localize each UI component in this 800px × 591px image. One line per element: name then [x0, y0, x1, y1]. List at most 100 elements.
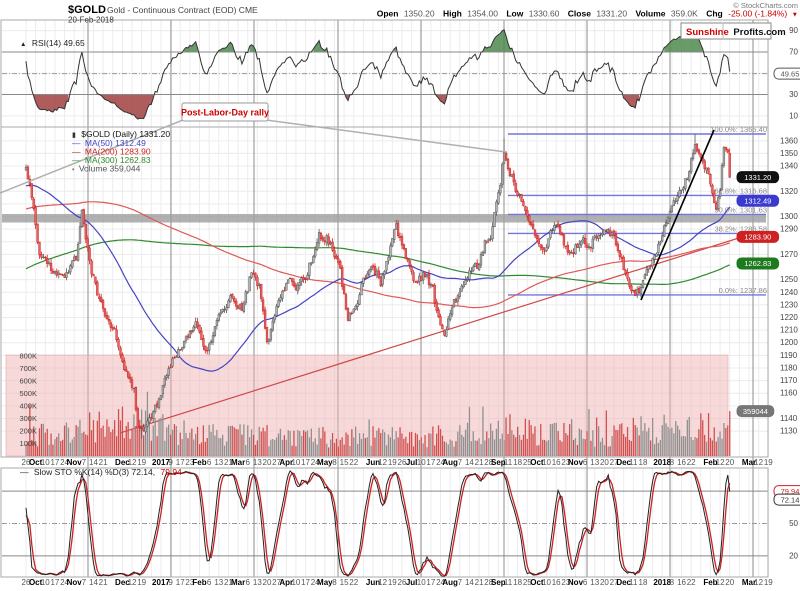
candle-body — [425, 274, 429, 277]
volume-bar — [341, 437, 343, 456]
volume-bar — [166, 427, 168, 456]
main-legend-title-text: $GOLD (Daily) 1331.20 — [81, 129, 170, 139]
candle-body — [599, 234, 602, 236]
volume-bar — [675, 421, 677, 456]
volume-bar — [98, 411, 100, 456]
date-axis-day-label: 24 — [60, 458, 69, 467]
price-axis-label: 1170 — [780, 376, 798, 385]
volume-bar — [108, 426, 110, 456]
candle-body — [246, 291, 249, 293]
date-axis-month-label: Jun — [366, 458, 380, 467]
volume-bar — [621, 423, 623, 456]
candle-body — [464, 280, 467, 285]
candle-body — [142, 426, 145, 431]
candle-body — [46, 257, 49, 264]
volume-bar — [170, 434, 172, 456]
date-axis-day-label: 25 — [523, 458, 532, 467]
volume-bar — [312, 441, 314, 456]
candle-body — [680, 189, 683, 191]
volume-bar — [663, 414, 665, 456]
volume-bar — [441, 435, 444, 456]
candle-body — [186, 335, 190, 338]
date-axis-day-label: 20 — [263, 458, 272, 467]
candle-body — [443, 329, 446, 336]
rsi-value-bubble-text: 49.65 — [781, 69, 800, 78]
candle-body — [697, 149, 701, 154]
date-axis-month-label: 2018 — [653, 458, 671, 467]
volume-bar — [90, 430, 93, 456]
candle-body — [238, 303, 242, 309]
fibonacci-level-label: 100.0%: 1365.40 — [710, 125, 767, 134]
candle-body — [69, 265, 72, 273]
date-axis-day-label: 11 — [629, 458, 638, 467]
candle-body — [315, 242, 319, 250]
date-axis-day-label: 10 — [542, 458, 551, 467]
candle-body — [705, 167, 708, 171]
volume-bar — [563, 423, 565, 456]
ma50-legend-text: MA(50) 1312.49 — [85, 138, 146, 148]
candle-body — [240, 303, 244, 311]
volume-bar — [547, 440, 550, 456]
date-axis-day-label: 21 — [224, 578, 233, 587]
candle-body — [364, 277, 367, 279]
volume-bar — [428, 433, 430, 456]
candle-body — [171, 358, 174, 367]
candle-body — [624, 269, 627, 274]
volume-bar — [364, 438, 366, 456]
date-axis-day-label: 11 — [504, 578, 513, 587]
volume-bar — [511, 430, 513, 456]
date-axis-day-label: 17 — [50, 578, 59, 587]
date-axis-day-label: 12 — [754, 458, 763, 467]
high-label: High — [443, 9, 462, 19]
candle-body — [154, 404, 157, 412]
volume-bar — [71, 439, 73, 456]
date-axis-day-label: 9 — [168, 578, 173, 587]
volume-bar — [279, 428, 282, 456]
volume-bar — [447, 444, 449, 456]
volume-bar — [320, 438, 322, 456]
volume-bar — [96, 420, 98, 456]
date-axis-day-label: 6 — [207, 458, 212, 467]
volume-bar — [704, 434, 706, 456]
candle-body — [682, 187, 685, 190]
volume-bar — [85, 434, 87, 456]
volume-bar — [110, 432, 112, 456]
volume-bar — [571, 419, 573, 456]
candle-body — [277, 300, 280, 307]
volume-bar — [574, 438, 577, 456]
volume-bar — [77, 426, 79, 456]
date-axis-day-label: 20 — [725, 458, 734, 467]
volume-bar — [73, 437, 75, 456]
rsi-axis-label: 90 — [789, 26, 798, 35]
volume-bar — [478, 438, 480, 456]
candle-body — [155, 403, 159, 407]
date-axis-day-label: 20 — [263, 578, 272, 587]
panel-border — [0, 126, 769, 458]
date-axis-day-label: 26 — [22, 578, 31, 587]
volume-bar — [293, 430, 295, 456]
candle-body — [296, 284, 299, 292]
volume-bar — [586, 431, 588, 456]
date-axis-day-label: 10 — [41, 458, 50, 467]
volume-bar — [507, 434, 509, 456]
volume-bar — [503, 439, 505, 456]
volume-bar — [528, 419, 530, 456]
candle-body — [344, 294, 348, 310]
date-axis-day-label: 23 — [185, 458, 194, 467]
volume-bar — [277, 433, 280, 456]
copyright: © StockCharts.com — [733, 1, 798, 10]
price-axis-label: 1140 — [780, 414, 798, 423]
volume-bar — [372, 426, 374, 456]
candle-body — [582, 237, 585, 241]
rsi-overbought-fill — [313, 40, 327, 52]
candle-body — [260, 283, 263, 299]
volume-bar — [260, 431, 262, 456]
volume-bar — [243, 424, 245, 456]
candle-body — [450, 307, 454, 315]
volume-bar — [623, 434, 625, 456]
chg-value: -25.00 (-1.84%) — [728, 9, 787, 19]
volume-bar — [389, 437, 391, 456]
candle-body — [609, 230, 612, 237]
candle-body — [547, 238, 550, 248]
